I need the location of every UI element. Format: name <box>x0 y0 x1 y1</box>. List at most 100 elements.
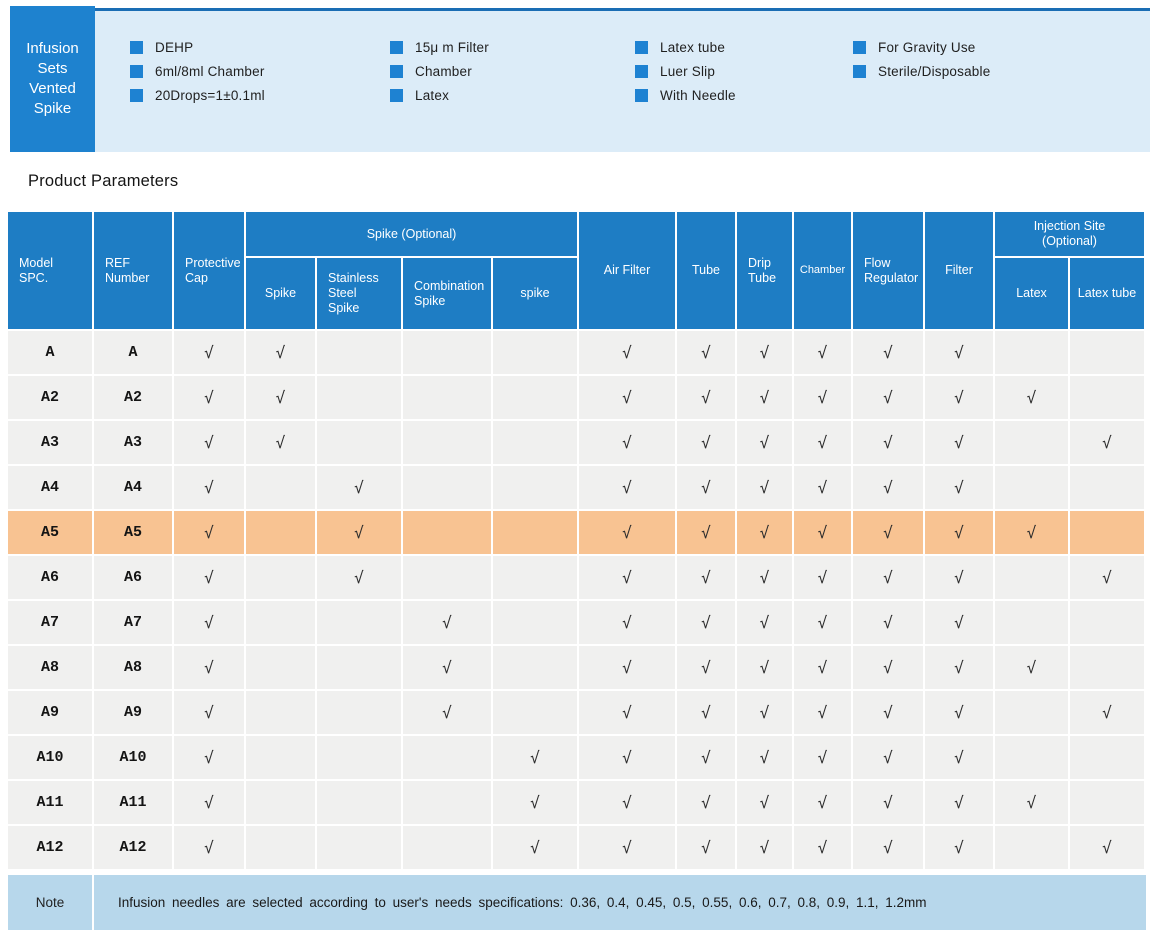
feature-item: Latex tube <box>635 39 736 55</box>
ref-cell: A8 <box>94 646 172 689</box>
feature-item: 15μ m Filter <box>390 39 489 55</box>
check-cell-spike2: √ <box>493 781 577 824</box>
check-icon: √ <box>622 567 632 587</box>
feature-item: Sterile/Disposable <box>853 64 990 79</box>
check-icon: √ <box>1026 657 1037 677</box>
feature-item: Chamber <box>390 64 489 79</box>
check-cell-flow_regulator: √ <box>853 376 923 419</box>
feature-label: Latex tube <box>660 39 726 55</box>
check-cell-latex <box>995 601 1068 644</box>
ref-cell: A4 <box>94 466 172 509</box>
check-cell-protective_cap: √ <box>174 556 244 599</box>
table-row[interactable]: A2 A2 √ √ √ √ √ √ √ √ √ <box>8 376 1144 419</box>
check-cell-drip_tube: √ <box>737 826 792 869</box>
feature-label: 20Drops=1±0.1ml <box>155 87 265 103</box>
check-cell-spike: √ <box>246 421 315 464</box>
check-cell-protective_cap: √ <box>174 646 244 689</box>
check-icon: √ <box>817 792 828 812</box>
check-cell-filter: √ <box>925 511 993 554</box>
check-cell-filter: √ <box>925 781 993 824</box>
check-cell-drip_tube: √ <box>737 331 792 374</box>
table-row[interactable]: A11 A11 √ √ √ √ √ √ √ √ √ <box>8 781 1144 824</box>
model-cell: A5 <box>8 511 92 554</box>
table-row[interactable]: A6 A6 √ √ √ √ √ √ √ √ √ <box>8 556 1144 599</box>
check-icon: √ <box>759 657 770 677</box>
note-label: Note <box>8 875 92 930</box>
check-cell-tube: √ <box>677 691 735 734</box>
check-cell-tube: √ <box>677 331 735 374</box>
check-cell-spike <box>246 601 315 644</box>
feature-item: 6ml/8ml Chamber <box>130 64 265 79</box>
check-cell-latex <box>995 691 1068 734</box>
table-row[interactable]: A A √ √ √ √ √ √ √ √ <box>8 331 1144 374</box>
table-row[interactable]: A10 A10 √ √ √ √ √ √ √ √ <box>8 736 1144 779</box>
check-cell-stainless_steel_spike: √ <box>317 511 401 554</box>
table-row[interactable]: A4 A4 √ √ √ √ √ √ √ √ <box>8 466 1144 509</box>
check-icon: √ <box>622 837 632 857</box>
check-cell-spike <box>246 826 315 869</box>
check-cell-combination_spike: √ <box>403 691 491 734</box>
note-text: Infusion needles are selected according … <box>94 875 1146 930</box>
check-cell-drip_tube: √ <box>737 466 792 509</box>
check-cell-flow_regulator: √ <box>853 736 923 779</box>
check-cell-latex_tube <box>1070 466 1144 509</box>
table-row[interactable]: A3 A3 √ √ √ √ √ √ √ √ √ <box>8 421 1144 464</box>
check-cell-spike2 <box>493 376 577 419</box>
check-cell-air_filter: √ <box>579 376 675 419</box>
check-icon: √ <box>759 747 770 767</box>
check-icon: √ <box>442 657 452 677</box>
feature-column: 15μ m Filter Chamber Latex <box>390 39 489 103</box>
feature-item: For Gravity Use <box>853 40 990 55</box>
check-icon: √ <box>701 702 711 722</box>
ref-cell: A6 <box>94 556 172 599</box>
check-cell-flow_regulator: √ <box>853 781 923 824</box>
check-cell-protective_cap: √ <box>174 331 244 374</box>
check-cell-air_filter: √ <box>579 556 675 599</box>
feature-column: Latex tube Luer Slip With Needle <box>635 39 736 103</box>
check-icon: √ <box>204 747 214 767</box>
check-cell-air_filter: √ <box>579 736 675 779</box>
check-cell-flow_regulator: √ <box>853 421 923 464</box>
check-icon: √ <box>622 792 632 812</box>
bullet-square-icon <box>635 40 648 54</box>
check-cell-combination_spike <box>403 511 491 554</box>
check-cell-combination_spike: √ <box>403 646 491 689</box>
feature-item: With Needle <box>635 88 736 103</box>
check-cell-tube: √ <box>677 601 735 644</box>
bullet-square-icon <box>390 64 403 78</box>
check-icon: √ <box>817 387 828 407</box>
check-cell-air_filter: √ <box>579 421 675 464</box>
check-icon: √ <box>204 567 214 587</box>
table-row[interactable]: A12 A12 √ √ √ √ √ √ √ √ √ <box>8 826 1144 869</box>
check-icon: √ <box>817 747 828 767</box>
check-cell-protective_cap: √ <box>174 511 244 554</box>
col-group-spike-optional: Spike (Optional) <box>246 212 577 256</box>
check-icon: √ <box>1102 837 1112 857</box>
ref-cell: A5 <box>94 511 172 554</box>
check-icon: √ <box>204 342 214 362</box>
check-icon: √ <box>530 792 540 812</box>
bullet-square-icon <box>390 40 403 54</box>
table-row[interactable]: A8 A8 √ √ √ √ √ √ √ √ √ <box>8 646 1144 689</box>
check-icon: √ <box>883 792 893 812</box>
check-icon: √ <box>817 567 828 587</box>
check-icon: √ <box>954 747 964 767</box>
check-cell-combination_spike <box>403 736 491 779</box>
check-cell-filter: √ <box>925 691 993 734</box>
check-cell-drip_tube: √ <box>737 421 792 464</box>
check-cell-tube: √ <box>677 826 735 869</box>
check-icon: √ <box>954 657 964 677</box>
check-cell-filter: √ <box>925 646 993 689</box>
check-icon: √ <box>701 522 711 542</box>
table-row[interactable]: A7 A7 √ √ √ √ √ √ √ √ <box>8 601 1144 644</box>
check-cell-flow_regulator: √ <box>853 556 923 599</box>
check-icon: √ <box>204 432 214 452</box>
check-icon: √ <box>817 612 828 632</box>
check-icon: √ <box>954 477 964 497</box>
table-row[interactable]: A9 A9 √ √ √ √ √ √ √ √ √ <box>8 691 1144 734</box>
check-icon: √ <box>954 612 964 632</box>
check-cell-stainless_steel_spike: √ <box>317 556 401 599</box>
table-row-highlighted[interactable]: A5 A5 √ √ √ √ √ √ √ √ √ <box>8 511 1144 554</box>
check-cell-air_filter: √ <box>579 466 675 509</box>
feature-label: 15μ m Filter <box>415 39 489 55</box>
